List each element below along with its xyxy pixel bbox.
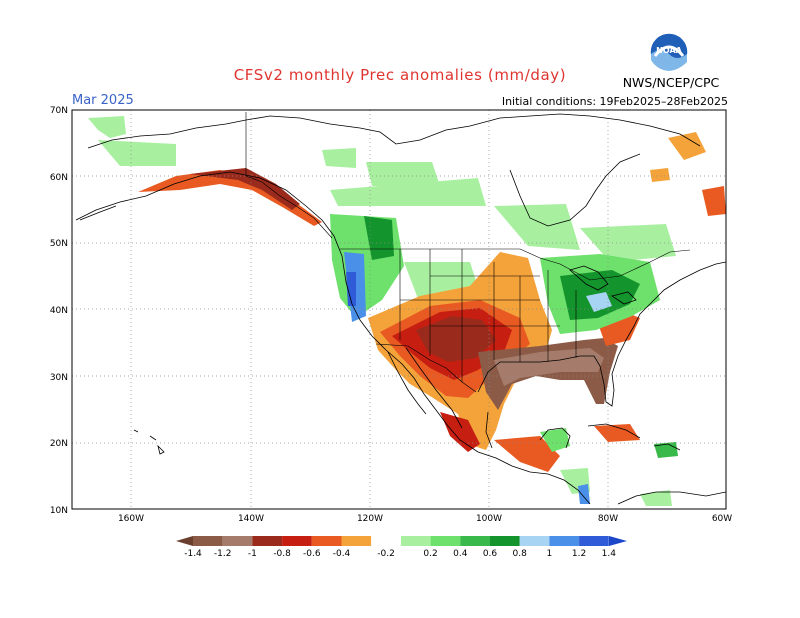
colorbar: -1.4 -1.2 -1 -0.8 -0.6 -0.4 -0.2 0.2 0.4 0.6 0.8 1 1… xyxy=(176,536,627,559)
colorbar-tick-label: -0.6 xyxy=(303,549,321,559)
field-gulf-light-brown xyxy=(494,348,604,386)
lat-label: 20N xyxy=(50,439,68,449)
field-alaska-coast-orange xyxy=(138,170,322,226)
lat-label: 50N xyxy=(50,239,68,249)
field-nw-canada-green xyxy=(322,148,356,168)
field-south-mexico-orange xyxy=(494,436,560,472)
colorbar-tick-label: 0.2 xyxy=(423,549,437,559)
field-alaska-coast-red xyxy=(190,168,300,210)
lon-labels: 160W 140W 120W 100W 80W 60W xyxy=(118,514,732,524)
colorbar-tick-label: 0.6 xyxy=(483,549,498,559)
colorbar-swatch xyxy=(193,536,223,546)
colorbar-swatch xyxy=(549,536,580,546)
field-newfoundland-orange xyxy=(702,186,726,216)
colorbar-swatch xyxy=(222,536,253,546)
colorbar-swatch xyxy=(400,536,431,546)
colorbar-swatch xyxy=(371,536,401,546)
colorbar-under-arrow xyxy=(176,536,193,546)
field-cuba-orange xyxy=(594,424,640,442)
lat-labels: 70N 60N 50N 40N 30N 20N 10N xyxy=(50,106,68,516)
chart-title: CFSv2 monthly Prec anomalies (mm/day) xyxy=(233,66,567,84)
colorbar-tick-label: -0.2 xyxy=(377,549,395,559)
field-panama-blue xyxy=(578,484,590,504)
field-quebec-orange xyxy=(650,168,670,182)
field-pnw-dark-blue xyxy=(346,272,356,306)
colorbar-tick-label: -1.2 xyxy=(214,549,232,559)
lat-label: 70N xyxy=(50,106,68,116)
colorbar-swatch xyxy=(460,536,490,546)
map-frame xyxy=(71,109,727,510)
colorbar-tick-label: -1 xyxy=(248,549,257,559)
colorbar-tick-label: 0.4 xyxy=(453,549,468,559)
colorbar-tick-label: -0.4 xyxy=(333,549,351,559)
noaa-logo: NOAA xyxy=(649,32,689,72)
lon-label: 160W xyxy=(118,514,144,524)
colorbar-swatch xyxy=(579,536,609,546)
colorbar-boxes xyxy=(193,536,609,546)
coastlines xyxy=(75,113,726,505)
field-alaska-west-green xyxy=(98,140,176,166)
lon-label: 60W xyxy=(712,514,732,524)
noaa-logo-text: NOAA xyxy=(656,46,682,55)
colorbar-tick-label: 0.8 xyxy=(513,549,528,559)
lat-label: 30N xyxy=(50,373,68,383)
field-canada-band-green xyxy=(330,178,486,206)
colorbar-over-arrow xyxy=(609,536,627,546)
colorbar-tick-label: 1.2 xyxy=(572,549,586,559)
borders xyxy=(245,112,691,393)
lat-label: 40N xyxy=(50,306,68,316)
lon-label: 80W xyxy=(598,514,618,524)
map-area xyxy=(72,110,726,509)
field-west-mexico-red xyxy=(440,412,480,452)
colorbar-tick-label: -0.8 xyxy=(273,549,291,559)
colorbar-tick-label: 1.4 xyxy=(602,549,617,559)
colorbar-swatch xyxy=(282,536,312,546)
lon-label: 120W xyxy=(357,514,383,524)
colorbar-tick-label: -1.4 xyxy=(184,549,202,559)
colorbar-swatch xyxy=(490,536,520,546)
field-canada-mid-green xyxy=(366,162,440,186)
colorbar-swatch xyxy=(519,536,550,546)
lat-label: 60N xyxy=(50,173,68,183)
graticule xyxy=(72,110,726,509)
colorbar-swatch xyxy=(341,536,372,546)
field-labrador-orange xyxy=(668,132,706,160)
lat-label: 10N xyxy=(50,506,68,516)
forecast-month: Mar 2025 xyxy=(72,93,134,108)
colorbar-swatch xyxy=(311,536,342,546)
initial-conditions: Initial conditions: 19Feb2025–28Feb2025 xyxy=(501,95,728,108)
colorbar-swatch xyxy=(430,536,461,546)
field-ohio-light-blue xyxy=(586,292,612,312)
lon-label: 140W xyxy=(238,514,264,524)
lon-label: 100W xyxy=(476,514,502,524)
colorbar-labels: -1.4 -1.2 -1 -0.8 -0.6 -0.4 -0.2 0.2 0.4 0.6 0.8 1 1… xyxy=(184,549,616,559)
field-alaska-north-green xyxy=(88,116,126,138)
colorbar-tick-label: 1 xyxy=(547,549,553,559)
agency-label: NWS/NCEP/CPC xyxy=(622,75,720,90)
field-yucatan-green xyxy=(540,428,570,452)
field-hudson-green xyxy=(494,204,580,250)
colorbar-swatch xyxy=(252,536,283,546)
field-southwest-dark-red xyxy=(416,316,496,362)
